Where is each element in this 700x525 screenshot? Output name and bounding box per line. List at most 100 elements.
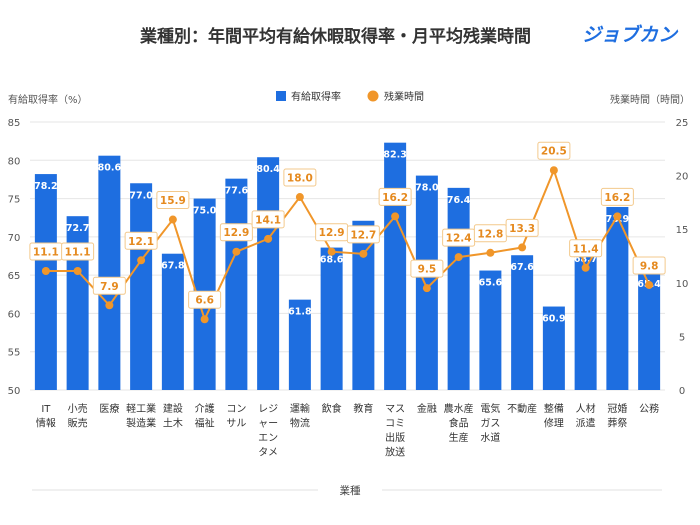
bar-value-label: 72.7: [66, 223, 89, 234]
bar-value-label: 80.6: [98, 163, 122, 174]
line-point: [232, 247, 241, 256]
x-tick-label: 整備: [544, 402, 564, 415]
line-label-box: [569, 239, 603, 258]
line-label-box: [219, 223, 253, 242]
y-right-tick-label: 10: [676, 279, 689, 290]
bar-value-label: 75.0: [193, 206, 217, 217]
x-tick-label: 飲食: [322, 402, 342, 415]
x-tick-label: 介護: [195, 402, 215, 415]
y-left-tick-label: 50: [8, 386, 21, 397]
bar-value-label: 61.8: [288, 307, 312, 318]
x-tick-label: 出版: [385, 431, 405, 444]
line-value-label: 11.4: [573, 243, 599, 255]
bar: [574, 246, 597, 390]
x-axis-title: 業種: [340, 484, 361, 497]
line-point: [359, 249, 368, 258]
bar: [320, 247, 343, 390]
x-tick-label: 人材: [576, 402, 596, 415]
bar-value-label: 77.6: [225, 186, 249, 197]
x-tick-label: 土木: [163, 417, 183, 430]
bar-value-label: 82.3: [383, 150, 406, 161]
line-point: [327, 247, 336, 256]
legend-bar-swatch: [276, 91, 286, 101]
y-left-tick-label: 80: [8, 156, 21, 167]
line-point: [137, 256, 146, 265]
line-value-label: 12.1: [128, 236, 154, 248]
line-value-label: 9.8: [640, 260, 659, 272]
bar-value-label: 78.2: [34, 181, 57, 192]
line-label-box: [600, 187, 634, 206]
x-tick-label: レジ: [258, 404, 278, 415]
line-point: [454, 253, 463, 262]
bar: [288, 299, 311, 390]
line-point: [168, 215, 177, 224]
line-value-label: 12.4: [446, 233, 472, 245]
line-point: [518, 243, 527, 252]
line-value-label: 16.2: [382, 192, 408, 204]
x-tick-label: コン: [226, 404, 246, 415]
line-point: [264, 234, 273, 243]
x-tick-label: 公務: [639, 402, 659, 415]
bar: [479, 270, 502, 390]
bar: [447, 187, 470, 390]
chart-title: 業種別：年間平均有給休暇取得率・月平均残業時間: [140, 27, 531, 47]
x-tick-label: 福祉: [195, 417, 215, 430]
line-point: [200, 315, 209, 324]
bar-value-label: 67.6: [510, 262, 534, 273]
x-tick-label: ャー: [258, 419, 278, 430]
bar: [257, 157, 280, 390]
line-series: 11.1 11.1 7.9 12.1 15.9 6.6 12.9 14.1 18.0 12.9 12…: [29, 141, 666, 324]
bar: [66, 216, 89, 390]
bar: [415, 175, 438, 390]
line-label-box: [156, 191, 190, 210]
x-tick-label: 建設: [163, 402, 183, 415]
x-tick-label: サル: [226, 418, 246, 430]
line-label-box: [124, 231, 158, 250]
bar: [638, 272, 661, 390]
line-value-label: 13.3: [509, 223, 535, 235]
line-label-box: [61, 242, 95, 261]
line-value-label: 6.6: [195, 295, 214, 307]
legend-line-swatch: [367, 90, 379, 102]
line-label-box: [410, 259, 444, 278]
line-value-label: 14.1: [255, 214, 281, 226]
bar: [606, 206, 629, 390]
x-tick-label: 修理: [544, 417, 564, 430]
line-point: [73, 267, 82, 276]
line-label-box: [346, 225, 380, 244]
line-value-label: 16.2: [604, 192, 630, 204]
x-tick-label: 放送: [385, 446, 405, 459]
x-tick-label: 生産: [449, 431, 469, 444]
line-label-box: [537, 141, 571, 160]
x-tick-label: 教育: [353, 402, 373, 415]
line-point: [549, 166, 558, 175]
bar-series: 78.2 72.7 80.6 77.0 67.8 75.0 77.6 80.4 61.8 68.6…: [34, 142, 661, 390]
x-tick-label: 医療: [99, 402, 119, 415]
legend: 有給取得率 残業時間: [276, 90, 424, 103]
x-tick-label: 水道: [480, 431, 500, 444]
bar-value-label: 80.4: [256, 164, 280, 175]
y-left-tick-label: 75: [8, 195, 21, 206]
line-value-label: 15.9: [160, 195, 186, 207]
legend-bar-label: 有給取得率: [291, 90, 341, 103]
line-value-label: 11.1: [65, 247, 91, 259]
bar-value-label: 78.0: [415, 183, 439, 194]
y-left-tick-label: 85: [8, 118, 21, 129]
bar-value-label: 67.8: [161, 261, 185, 272]
x-tick-label: 小売: [68, 402, 88, 415]
x-tick-label: 製造業: [126, 417, 156, 430]
x-tick-label: 不動産: [507, 402, 537, 415]
bar: [384, 142, 407, 390]
x-tick-label: コミ: [385, 419, 405, 430]
bar: [130, 183, 153, 390]
bar: [225, 178, 248, 390]
bar: [542, 306, 565, 390]
line-label-box: [283, 168, 317, 187]
line-point: [105, 301, 114, 310]
y-right-tick-label: 25: [676, 118, 689, 129]
line-point: [645, 280, 654, 289]
bar: [34, 174, 57, 390]
line-value-label: 9.5: [418, 264, 437, 276]
x-tick-label: 情報: [36, 417, 56, 430]
